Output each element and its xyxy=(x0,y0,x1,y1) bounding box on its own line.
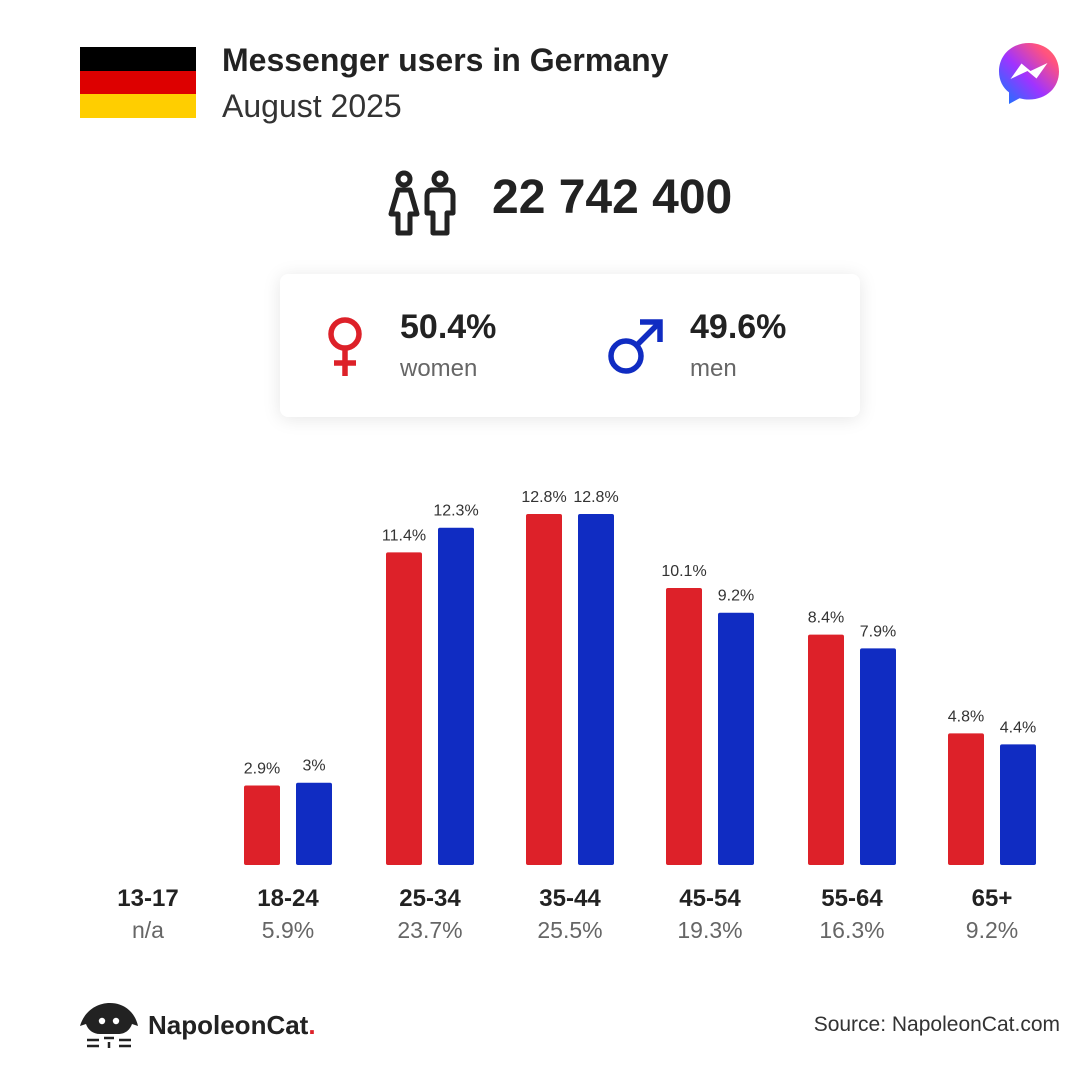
age-group-label: 13-17 xyxy=(117,885,178,912)
flag-stripe-red xyxy=(80,70,196,95)
gender-split-card: 50.4% women 49.6% men xyxy=(280,274,860,417)
bar-men-45-54 xyxy=(718,612,754,865)
age-group-label: 65+ xyxy=(972,885,1013,912)
flag-stripe-black xyxy=(80,47,196,71)
bar-women-45-54 xyxy=(666,588,702,865)
age-group-label: 25-34 xyxy=(399,885,461,912)
bar-women-55-64 xyxy=(808,634,844,865)
value-label: 9.2% xyxy=(718,588,754,605)
value-label: 7.9% xyxy=(860,623,896,640)
bar-women-18-24 xyxy=(244,785,280,865)
messenger-logo-icon xyxy=(999,43,1059,104)
value-label: 8.4% xyxy=(808,610,844,627)
value-label: 12.8% xyxy=(573,489,618,506)
napoleoncat-logo-icon xyxy=(80,1003,138,1048)
value-label: 12.3% xyxy=(433,503,478,520)
age-group-label: 55-64 xyxy=(821,885,883,912)
female-symbol-icon xyxy=(328,317,362,376)
age-group-label: 35-44 xyxy=(539,885,601,912)
page-subtitle: August 2025 xyxy=(222,88,402,124)
value-label: 3% xyxy=(302,758,325,775)
men-label: men xyxy=(690,355,737,382)
women-percentage: 50.4% xyxy=(400,308,497,346)
value-label: 10.1% xyxy=(661,563,706,580)
women-label: women xyxy=(400,355,478,382)
page-title: Messenger users in Germany xyxy=(222,42,669,78)
bar-men-55-64 xyxy=(860,648,896,865)
bar-men-18-24 xyxy=(296,782,332,865)
age-group-label: 18-24 xyxy=(257,885,319,912)
age-group-share: 19.3% xyxy=(677,917,742,943)
male-symbol-icon xyxy=(608,319,663,374)
men-percentage: 49.6% xyxy=(690,308,787,346)
age-group-share: 23.7% xyxy=(397,917,462,943)
age-group-share: 5.9% xyxy=(262,917,314,943)
value-label: 4.4% xyxy=(1000,719,1036,736)
brand-name: NapoleonCat. xyxy=(148,1010,316,1040)
value-label: 4.8% xyxy=(948,708,984,725)
bar-men-35-44 xyxy=(578,514,614,865)
total-users: 22 742 400 xyxy=(492,171,733,224)
germany-flag-icon xyxy=(80,47,196,118)
age-group-share: 9.2% xyxy=(966,917,1018,943)
bar-women-25-34 xyxy=(386,552,422,865)
age-group-share: 25.5% xyxy=(537,917,602,943)
value-label: 11.4% xyxy=(382,527,426,544)
bar-women-35-44 xyxy=(526,514,562,865)
flag-stripe-gold xyxy=(80,94,196,118)
people-icon xyxy=(388,170,456,236)
value-label: 2.9% xyxy=(244,760,280,777)
age-group-share: 16.3% xyxy=(819,917,884,943)
source-credit: Source: NapoleonCat.com xyxy=(813,1013,1060,1036)
bar-men-25-34 xyxy=(438,527,474,865)
brand-dot: . xyxy=(308,1010,316,1040)
bar-men-65+ xyxy=(1000,744,1036,865)
bar-women-65+ xyxy=(948,733,984,865)
value-label: 12.8% xyxy=(521,489,566,506)
age-group-share: n/a xyxy=(132,917,164,943)
age-group-label: 45-54 xyxy=(679,885,741,912)
